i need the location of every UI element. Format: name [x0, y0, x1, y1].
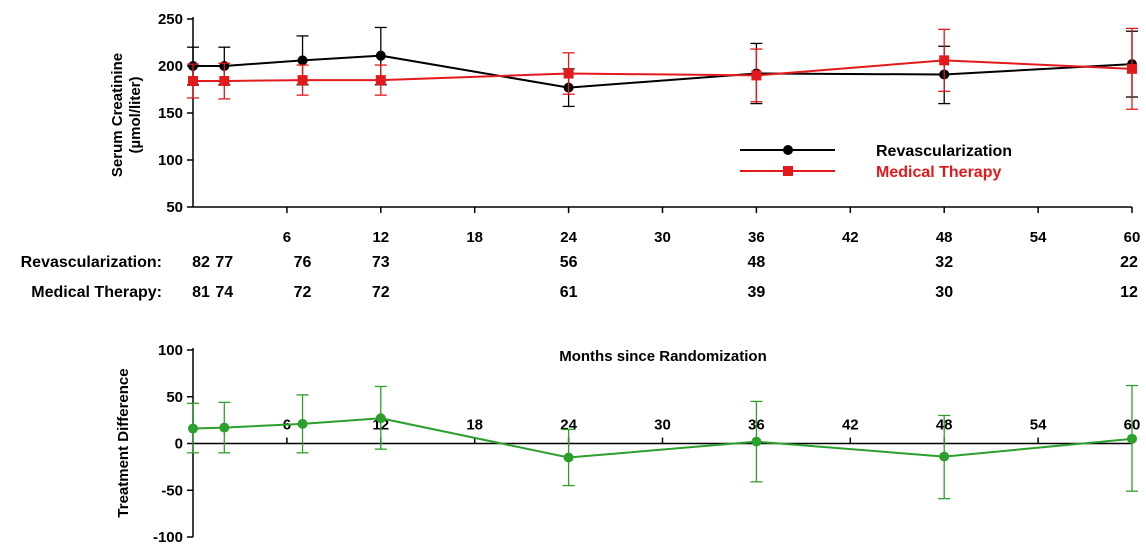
medical-therapy-series-point — [751, 70, 762, 81]
risk-row-medical-therapy-count: 74 — [215, 284, 233, 301]
risk-row-medical-therapy-count: 12 — [1120, 284, 1138, 301]
legend-revascularization-swatch-marker — [783, 145, 793, 155]
x-axis-title-bottom: Months since Randomization — [559, 348, 767, 365]
x-tick-label-bottom: 30 — [654, 417, 671, 434]
treatment-difference-series-point — [1127, 433, 1137, 444]
risk-row-medical-therapy-count: 61 — [560, 284, 578, 301]
risk-row-medical-therapy-count: 72 — [372, 284, 390, 301]
risk-row-medical-therapy-count: 81 — [192, 284, 210, 301]
x-tick-label-bottom: 42 — [842, 417, 859, 434]
y-tick-label-top: 200 — [158, 58, 183, 75]
legend-revascularization-label: Revascularization — [876, 143, 1012, 160]
legend-medical-therapy-swatch-marker — [783, 166, 793, 176]
risk-row-revascularization-count: 77 — [215, 254, 233, 271]
y-tick-label-top: 150 — [158, 105, 183, 122]
y-tick-label-bottom: 100 — [158, 342, 183, 359]
y-tick-label-bottom: 0 — [175, 436, 183, 453]
risk-row-revascularization-count: 48 — [748, 254, 766, 271]
revascularization-series-point — [375, 50, 386, 61]
y-tick-label-bottom: 50 — [166, 389, 183, 406]
medical-therapy-series-point — [219, 76, 230, 87]
y-tick-label-bottom: -50 — [161, 482, 183, 499]
treatment-difference-series-point — [751, 436, 762, 447]
y-tick-label-top: 100 — [158, 152, 183, 169]
risk-row-medical-therapy-count: 72 — [294, 284, 312, 301]
risk-row-revascularization-label: Revascularization: — [21, 254, 162, 271]
x-tick-label-bottom: 18 — [466, 417, 483, 434]
x-tick-label-top: 24 — [560, 229, 577, 246]
x-tick-label-top: 36 — [748, 229, 765, 246]
risk-row-revascularization-count: 73 — [372, 254, 390, 271]
risk-row-revascularization-count: 22 — [1120, 254, 1138, 271]
revascularization-series-line — [193, 54, 1133, 89]
risk-row-medical-therapy-count: 30 — [935, 284, 953, 301]
x-tick-label-top: 54 — [1030, 229, 1047, 246]
treatment-difference-series-point — [188, 423, 198, 434]
legend-medical-therapy-label: Medical Therapy — [876, 164, 1001, 181]
x-tick-label-top: 60 — [1124, 229, 1141, 246]
x-tick-label-bottom: 54 — [1030, 417, 1047, 434]
medical-therapy-series-point — [297, 75, 308, 86]
y-tick-label-bottom: -100 — [153, 529, 183, 545]
y-tick-label-top: 50 — [166, 199, 183, 216]
medical-therapy-series-point — [1127, 63, 1137, 74]
treatment-difference-series-point — [939, 451, 950, 462]
treatment-difference-series-line — [192, 417, 1133, 459]
x-tick-label-top: 42 — [842, 229, 859, 246]
x-tick-label-top: 48 — [936, 229, 953, 246]
risk-row-medical-therapy-label: Medical Therapy: — [31, 284, 162, 301]
treatment-difference-series-point — [375, 413, 386, 424]
y-axis-title-top-line2: (µmol/liter) — [127, 77, 144, 154]
y-tick-label-top: 250 — [158, 11, 183, 28]
risk-row-revascularization-count: 76 — [294, 254, 312, 271]
revascularization-series-point — [297, 55, 308, 66]
risk-row-revascularization-count: 82 — [192, 254, 210, 271]
treatment-difference-series-point — [297, 418, 308, 429]
risk-row-revascularization-count: 56 — [560, 254, 578, 271]
y-axis-title-bottom: Treatment Difference — [115, 368, 132, 517]
risk-row-revascularization-count: 32 — [935, 254, 953, 271]
treatment-difference-series-point — [563, 452, 574, 463]
x-tick-label-top: 30 — [654, 229, 671, 246]
y-axis-title-top-line1: Serum Creatinine — [109, 53, 126, 177]
treatment-difference-series-point — [219, 422, 230, 433]
medical-therapy-series-point — [939, 55, 950, 66]
medical-therapy-series-point — [188, 76, 198, 87]
medical-therapy-series-point — [375, 75, 386, 86]
medical-therapy-series-line — [193, 59, 1133, 83]
medical-therapy-series-point — [563, 68, 574, 79]
risk-row-medical-therapy-count: 39 — [748, 284, 766, 301]
x-tick-label-top: 12 — [372, 229, 389, 246]
x-tick-label-top: 6 — [283, 229, 291, 246]
x-tick-label-top: 18 — [466, 229, 483, 246]
